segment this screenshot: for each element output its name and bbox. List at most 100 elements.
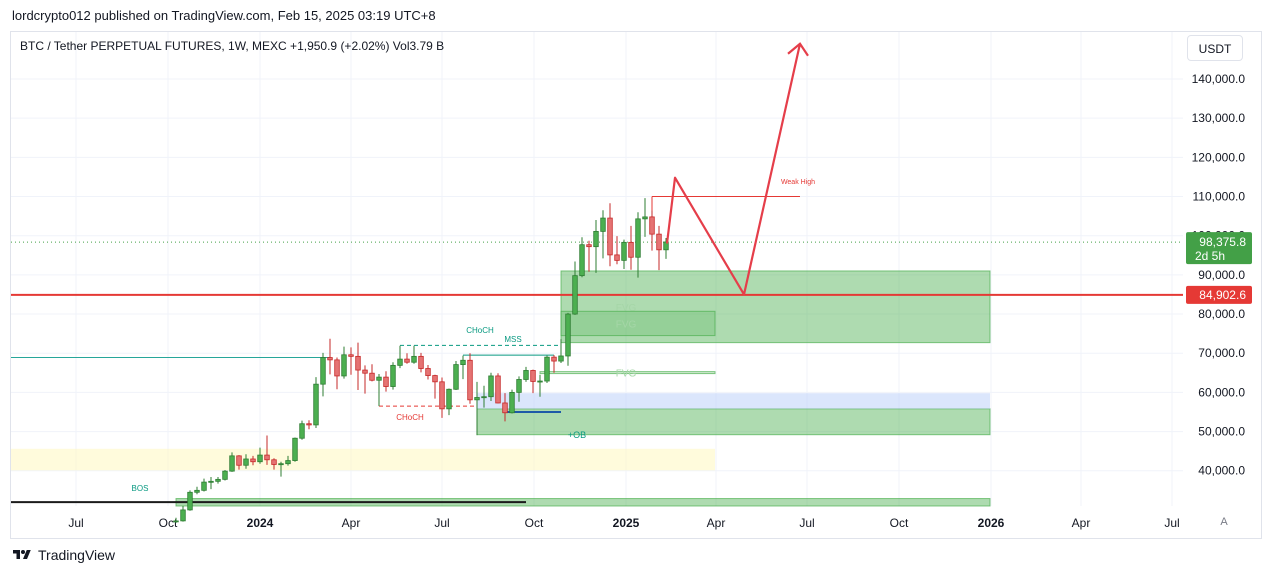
current-price-value: 98,375.8 bbox=[1199, 235, 1246, 249]
x-tick-label: Jul bbox=[434, 516, 449, 530]
candle-body bbox=[187, 491, 193, 511]
choch-label-bottom: CHoCH bbox=[396, 413, 424, 422]
candle-body bbox=[285, 460, 291, 465]
candle-body bbox=[635, 218, 641, 258]
candle-body bbox=[432, 375, 438, 383]
candle-body bbox=[257, 454, 263, 463]
candle-body bbox=[208, 480, 214, 483]
zone-fvg bbox=[560, 310, 716, 337]
x-tick-label: 2025 bbox=[613, 516, 640, 530]
candle-body bbox=[495, 375, 501, 404]
zone-label: +OB bbox=[568, 430, 586, 440]
zone-fvg bbox=[560, 270, 991, 344]
y-tick-label: 80,000.0 bbox=[1198, 307, 1245, 321]
candle-body bbox=[215, 478, 221, 482]
candle-body bbox=[411, 355, 417, 363]
y-tick-label: 90,000.0 bbox=[1198, 268, 1245, 282]
auto-scale-button[interactable]: A bbox=[1220, 516, 1228, 528]
weak-high-label: Weak High bbox=[781, 179, 815, 186]
candle-body bbox=[502, 402, 508, 414]
y-tick-label: 130,000.0 bbox=[1192, 111, 1246, 125]
candle-body bbox=[180, 509, 186, 522]
candle-body bbox=[516, 379, 522, 393]
zone-fvg bbox=[539, 371, 716, 375]
x-tick-label: 2024 bbox=[247, 516, 274, 530]
candle-countdown: 2d 5h bbox=[1195, 249, 1225, 263]
x-tick-label: 2026 bbox=[978, 516, 1005, 530]
zone-label: FVG bbox=[616, 369, 637, 380]
candle-body bbox=[628, 241, 634, 258]
candle-body bbox=[558, 355, 564, 362]
candle-body bbox=[446, 388, 452, 410]
x-tick-label: Jul bbox=[68, 516, 83, 530]
candle-body bbox=[439, 381, 445, 410]
candle-body bbox=[341, 354, 347, 377]
candle-body bbox=[355, 355, 361, 371]
candle-body bbox=[418, 355, 424, 369]
candle-body bbox=[607, 217, 613, 256]
tradingview-brand[interactable]: TradingView bbox=[12, 547, 115, 563]
candle-body bbox=[362, 369, 368, 374]
candle-body bbox=[348, 354, 354, 357]
candle-body bbox=[544, 356, 550, 382]
candle-body bbox=[404, 358, 410, 363]
y-tick-label: 40,000.0 bbox=[1198, 464, 1245, 478]
projection-path bbox=[665, 43, 802, 296]
candle-body bbox=[663, 241, 669, 251]
candle-body bbox=[656, 233, 662, 251]
candle-body bbox=[565, 313, 571, 357]
candle-body bbox=[264, 454, 270, 461]
candle-body bbox=[376, 376, 382, 381]
candle-body bbox=[173, 520, 179, 523]
level-price-badge bbox=[1186, 285, 1252, 304]
bos-label: BOS bbox=[132, 484, 149, 493]
candle-body bbox=[474, 397, 480, 401]
candle-body bbox=[390, 364, 396, 387]
candle-body bbox=[299, 423, 305, 439]
candle-body bbox=[600, 217, 606, 232]
candle-body bbox=[229, 455, 235, 472]
candle-body bbox=[425, 368, 431, 376]
y-tick-label: 120,000.0 bbox=[1192, 150, 1246, 164]
candle-body bbox=[201, 481, 207, 491]
x-tick-label: Apr bbox=[1072, 516, 1091, 530]
candle-body bbox=[397, 358, 403, 366]
symbol-info[interactable]: BTC / Tether PERPETUAL FUTURES, 1W, MEXC… bbox=[20, 39, 445, 53]
y-tick-label: 110,000.0 bbox=[1193, 190, 1246, 204]
zone-box bbox=[477, 393, 990, 409]
y-tick-label: 140,000.0 bbox=[1192, 72, 1246, 86]
y-tick-label: 70,000.0 bbox=[1198, 346, 1245, 360]
arrow-head-icon bbox=[787, 42, 809, 57]
x-tick-label: Apr bbox=[707, 516, 726, 530]
candle-body bbox=[369, 372, 375, 381]
candle-body bbox=[334, 359, 340, 377]
currency-button[interactable]: USDT bbox=[1187, 35, 1243, 61]
zone-label: FVG bbox=[616, 319, 637, 330]
choch-label-top: CHoCH bbox=[466, 326, 494, 335]
candle-body bbox=[537, 380, 543, 383]
x-tick-label: Jul bbox=[799, 516, 814, 530]
candle-body bbox=[467, 359, 473, 401]
candle-body bbox=[642, 216, 648, 220]
candle-body bbox=[488, 375, 494, 398]
candle-body bbox=[614, 254, 620, 261]
zone-label: FVG bbox=[616, 303, 637, 314]
candle-body bbox=[222, 470, 228, 480]
candle-body bbox=[509, 391, 515, 414]
candle-body bbox=[481, 396, 487, 399]
x-tick-label: Oct bbox=[159, 516, 178, 530]
candle-body bbox=[320, 357, 326, 385]
candle-body bbox=[292, 437, 298, 461]
x-tick-label: Jul bbox=[1164, 516, 1179, 530]
candle-body bbox=[243, 458, 249, 466]
candle-body bbox=[551, 356, 557, 362]
mss-label: MSS bbox=[504, 335, 521, 344]
candle-body bbox=[579, 244, 585, 277]
candle-body bbox=[271, 459, 277, 465]
x-tick-label: Apr bbox=[342, 516, 361, 530]
candle-body bbox=[453, 364, 459, 390]
candle-body bbox=[572, 275, 578, 315]
candle-body bbox=[530, 370, 536, 382]
candle-body bbox=[586, 244, 592, 248]
